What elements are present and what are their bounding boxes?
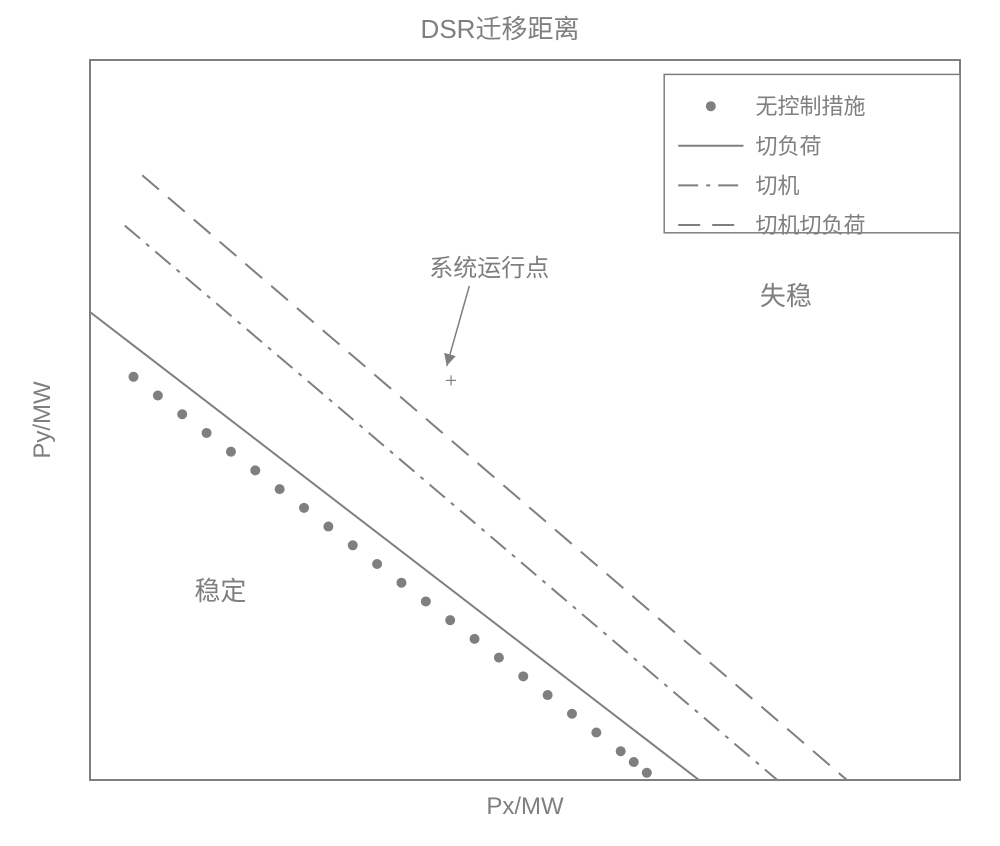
marker (299, 503, 309, 513)
marker (323, 522, 333, 532)
marker (543, 690, 553, 700)
marker (616, 746, 626, 756)
x-axis-label: Px/MW (486, 793, 564, 820)
region-label-stable: 稳定 (194, 576, 246, 606)
marker (275, 484, 285, 494)
legend-label: 切机 (755, 173, 799, 198)
marker (177, 409, 187, 419)
legend-label: 无控制措施 (755, 94, 865, 119)
marker (642, 768, 652, 778)
marker (494, 653, 504, 663)
legend-label: 切机切负荷 (755, 213, 865, 238)
operating-point-label: 系统运行点 (429, 255, 549, 282)
marker (567, 709, 577, 719)
marker (396, 578, 406, 588)
dsr-chart: DSR迁移距离 Px/MW Py/MW 稳定 失稳 系统运行点 无控制措施切负荷切机切机切负… (0, 0, 1000, 846)
marker (129, 372, 139, 382)
marker (421, 596, 431, 606)
y-axis-label: Py/MW (29, 381, 56, 459)
marker (202, 428, 212, 438)
marker (445, 615, 455, 625)
marker (470, 634, 480, 644)
chart-title: DSR迁移距离 (421, 14, 580, 44)
marker (629, 757, 639, 767)
marker (348, 540, 358, 550)
legend-label: 切负荷 (755, 134, 821, 159)
chart-svg: DSR迁移距离 Px/MW Py/MW 稳定 失稳 系统运行点 无控制措施切负荷切机切机切负… (0, 0, 1000, 846)
marker (372, 559, 382, 569)
marker (518, 671, 528, 681)
marker (153, 391, 163, 401)
legend-sample (706, 101, 716, 111)
marker (226, 447, 236, 457)
marker (591, 727, 601, 737)
marker (250, 465, 260, 475)
region-label-unstable: 失稳 (760, 281, 812, 311)
